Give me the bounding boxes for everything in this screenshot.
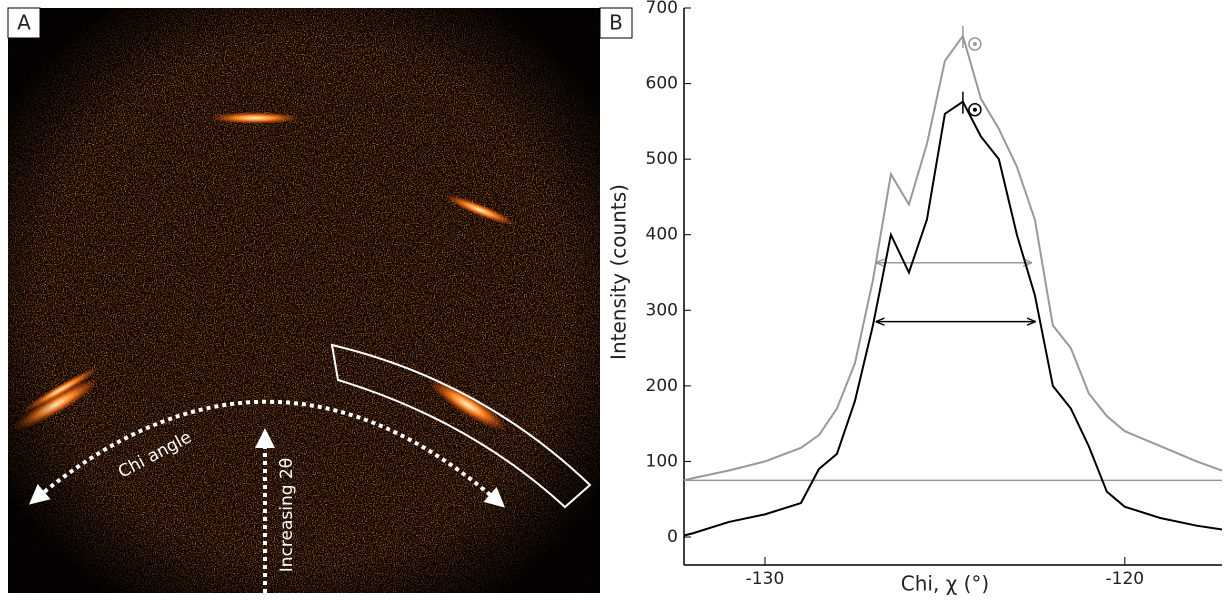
panel-label-box xyxy=(7,7,41,39)
roi-box xyxy=(330,343,592,509)
y-tick-label: 700 xyxy=(646,0,678,18)
panel-a: Chi angle Increasing 2θ A xyxy=(7,7,600,593)
vignette xyxy=(8,8,600,593)
y-tick-label: 400 xyxy=(646,225,678,245)
y-tick-label: 300 xyxy=(646,300,678,320)
panel-b: B Intensity (counts) Chi, χ (°) xyxy=(599,7,989,596)
annotation: Increasing 2θ xyxy=(277,458,297,572)
panel-label: B xyxy=(609,11,623,35)
y-axis-label: Intensity (counts) xyxy=(607,184,631,360)
y-tick-label: 500 xyxy=(646,149,678,169)
y-tick-label: 200 xyxy=(646,376,678,396)
peak-dot xyxy=(972,41,977,46)
y-tick-label: 600 xyxy=(646,74,678,94)
x-tick-label: -130 xyxy=(746,569,785,589)
y-tick-label: 0 xyxy=(667,527,678,547)
y-tick-label: 100 xyxy=(646,451,678,471)
x-axis-label: Chi, χ (°) xyxy=(901,572,989,596)
x-tick-label: -120 xyxy=(1106,569,1145,589)
peak-dot xyxy=(972,107,977,112)
panel-label: A xyxy=(17,11,31,35)
panel-label-box xyxy=(599,7,633,39)
chi-arrow xyxy=(28,399,505,508)
series-line xyxy=(683,100,1223,537)
series-line xyxy=(683,33,1223,482)
